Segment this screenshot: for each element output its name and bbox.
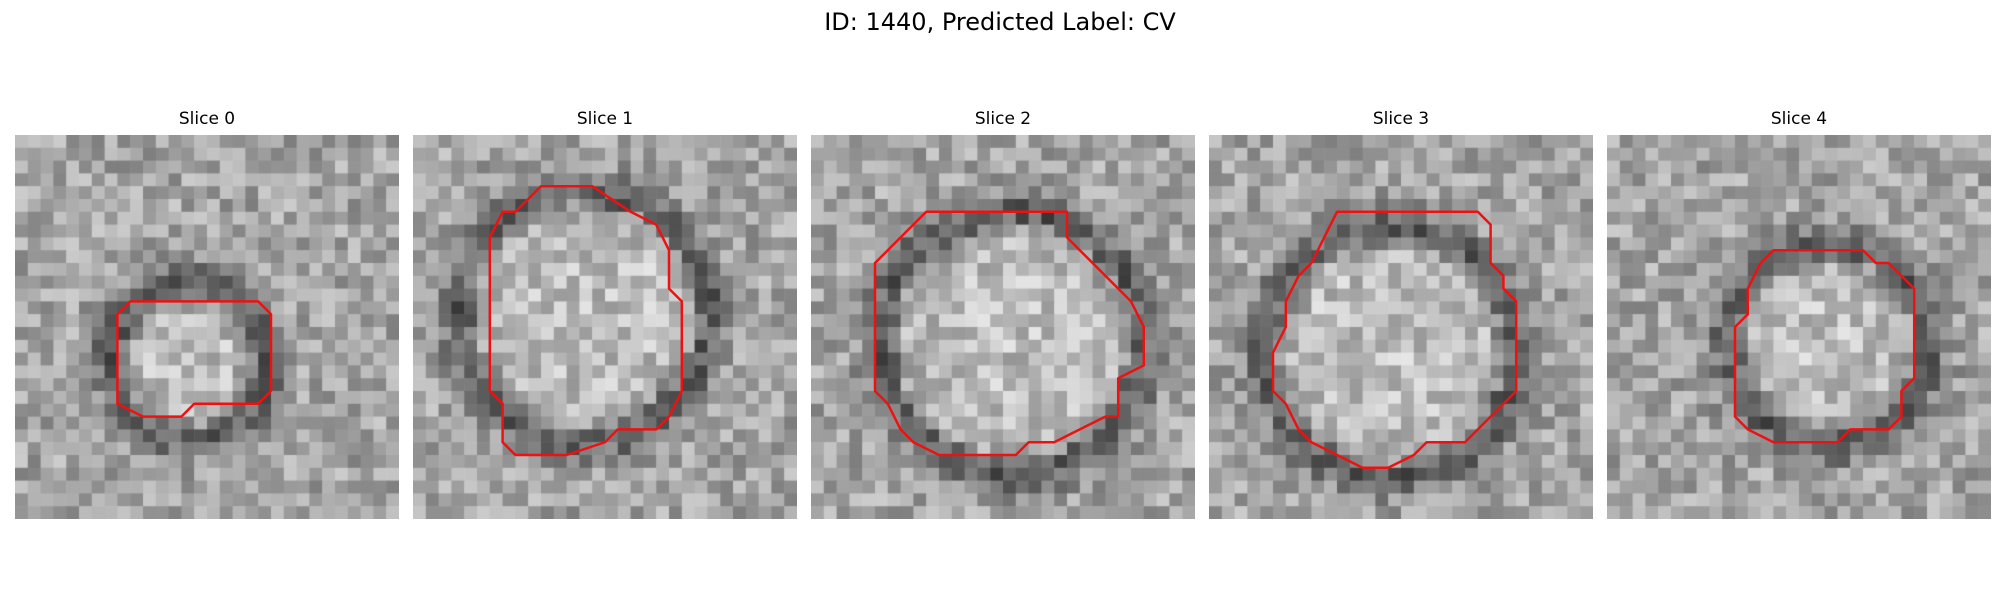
slice-panel-3: Slice 3 <box>1209 108 1593 519</box>
slice-overlay <box>1733 248 1916 444</box>
slice-panel-4: Slice 4 <box>1607 108 1991 519</box>
slice-overlay <box>488 184 684 457</box>
slice-panel-0: Slice 0 <box>15 108 399 519</box>
slice-image <box>15 135 399 519</box>
segmentation-contour <box>116 300 273 418</box>
slice-image <box>1607 135 1991 519</box>
slice-image <box>1209 135 1593 519</box>
slice-title: Slice 4 <box>1770 109 1828 129</box>
slice-overlay <box>116 300 273 418</box>
slice-panel-2: Slice 2 <box>811 108 1195 519</box>
segmentation-contour <box>1733 248 1916 444</box>
segmentation-contour <box>1271 210 1518 470</box>
segmentation-contour <box>488 184 684 457</box>
slice-panel-1: Slice 1 <box>413 108 797 519</box>
slice-title: Slice 0 <box>178 109 236 129</box>
slice-overlay <box>873 210 1146 457</box>
figure-title: ID: 1440, Predicted Label: CV <box>824 8 1176 36</box>
slice-title: Slice 3 <box>1372 109 1430 129</box>
slice-overlay <box>1271 210 1518 470</box>
segmentation-contour <box>873 210 1146 457</box>
slice-image <box>413 135 797 519</box>
slice-title: Slice 1 <box>576 109 634 129</box>
slice-title: Slice 2 <box>974 109 1032 129</box>
